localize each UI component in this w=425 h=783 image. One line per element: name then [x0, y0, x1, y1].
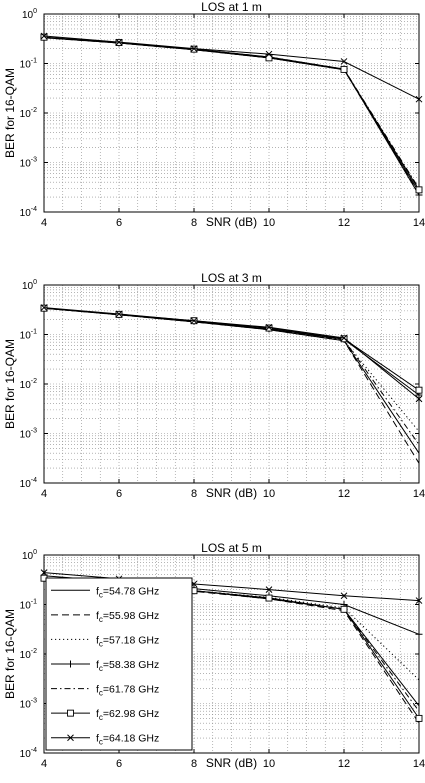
legend-label: fc=64.18 GHz: [96, 733, 159, 747]
legend: fc=54.78 GHz fc=55.98 GHz fc=57.18 GHz fc=5…: [45, 577, 193, 751]
y-tick-label: 100: [22, 279, 37, 292]
data-point: [415, 597, 423, 604]
y-tick-label: 10-2: [20, 378, 37, 391]
series-6: [40, 33, 423, 194]
data-point: [415, 630, 423, 638]
y-tick-label: 10-1: [20, 329, 37, 342]
legend-marker: [67, 734, 74, 742]
x-tick-label: 8: [191, 217, 197, 229]
legend-label: fc=58.38 GHz: [96, 659, 159, 673]
x-tick-label: 12: [338, 488, 350, 500]
legend-label: fc=54.78 GHz: [96, 585, 159, 599]
data-point: [415, 386, 423, 394]
data-point: [40, 569, 48, 577]
chart-panel-2: 4 6 8 10 12 14 100 10-1 10-2 10-3 10-4 LOS at 3 m SN…: [3, 271, 425, 500]
data-point: [340, 592, 348, 600]
data-point: [265, 50, 273, 58]
y-tick-label: 10-3: [20, 698, 37, 711]
data-point: [340, 605, 348, 613]
chart-title: LOS at 1 m: [201, 0, 262, 14]
data-point: [265, 323, 273, 331]
data-point: [415, 714, 423, 722]
data-point: [115, 38, 123, 46]
data-point: [190, 45, 198, 52]
series-2: [43, 577, 420, 724]
y-tick-label: 10-2: [20, 648, 37, 661]
series-7: [40, 304, 423, 403]
y-axis-label: BER for 16-QAM: [3, 609, 17, 699]
data-point: [115, 310, 123, 318]
legend-label: fc=57.18 GHz: [96, 634, 159, 648]
y-tick-label: 10-3: [20, 157, 37, 170]
x-tick-label: 4: [41, 758, 47, 770]
x-tick-label: 6: [116, 217, 122, 229]
data-point: [415, 95, 423, 103]
x-tick-label: 4: [41, 488, 47, 500]
x-tick-label: 12: [338, 217, 350, 229]
y-tick-label: 10-4: [20, 747, 37, 760]
chart-title: LOS at 5 m: [201, 541, 262, 555]
data-point: [40, 304, 48, 311]
data-point: [265, 586, 273, 593]
y-tick-label: 10-4: [20, 206, 37, 219]
data-point: [265, 54, 273, 62]
legend-label: fc=61.78 GHz: [96, 684, 159, 698]
y-tick-label: 10-1: [20, 599, 37, 612]
x-axis-label: SNR (dB): [206, 756, 257, 770]
data-point: [40, 33, 48, 41]
y-axis-label: BER for 16-QAM: [3, 339, 17, 429]
y-tick-label: 10-3: [20, 428, 37, 441]
x-tick-label: 14: [413, 488, 425, 500]
legend-marker: [67, 709, 74, 717]
series-line: [43, 36, 420, 191]
x-tick-label: 6: [116, 758, 122, 770]
x-tick-label: 4: [41, 217, 47, 229]
x-tick-label: 10: [263, 488, 275, 500]
data-point: [40, 32, 48, 40]
y-tick-label: 100: [22, 8, 37, 21]
y-axis-label: BER for 16-QAM: [3, 68, 17, 158]
y-tick-label: 10-2: [20, 107, 37, 120]
x-tick-label: 10: [263, 758, 275, 770]
x-tick-label: 14: [413, 217, 425, 229]
chart-panel-3: 4 6 8 10 12 14 100 10-1 10-2 10-3 10-4 LOS at 5 m SN…: [3, 541, 425, 770]
chart-panel-1: 4 6 8 10 12 14 100 10-1 10-2 10-3 10-4 LOS at 1 m SN…: [3, 0, 425, 229]
y-tick-label: 10-4: [20, 477, 37, 490]
x-tick-label: 12: [338, 758, 350, 770]
data-point: [190, 317, 198, 325]
y-tick-label: 10-1: [20, 58, 37, 71]
data-point: [415, 186, 423, 194]
grid: [44, 285, 419, 483]
series-line: [43, 577, 420, 724]
data-point: [340, 335, 348, 343]
y-tick-label: 100: [22, 549, 37, 562]
legend-label: fc=62.98 GHz: [96, 708, 159, 722]
x-tick-label: 6: [116, 488, 122, 500]
x-tick-label: 14: [413, 758, 425, 770]
chart-title: LOS at 3 m: [201, 271, 262, 285]
data-point: [340, 65, 348, 73]
x-tick-label: 10: [263, 217, 275, 229]
data-point: [340, 334, 348, 342]
x-tick-label: 8: [191, 488, 197, 500]
x-axis-label: SNR (dB): [206, 215, 257, 229]
data-point: [340, 58, 348, 65]
series-line: [43, 307, 420, 400]
series-line: [43, 35, 420, 100]
legend-marker: [67, 660, 74, 668]
data-point: [265, 594, 273, 602]
series-7: [40, 32, 423, 103]
x-tick-label: 8: [191, 758, 197, 770]
data-point: [415, 395, 423, 403]
x-axis-label: SNR (dB): [206, 486, 257, 500]
legend-label: fc=55.98 GHz: [96, 610, 159, 624]
